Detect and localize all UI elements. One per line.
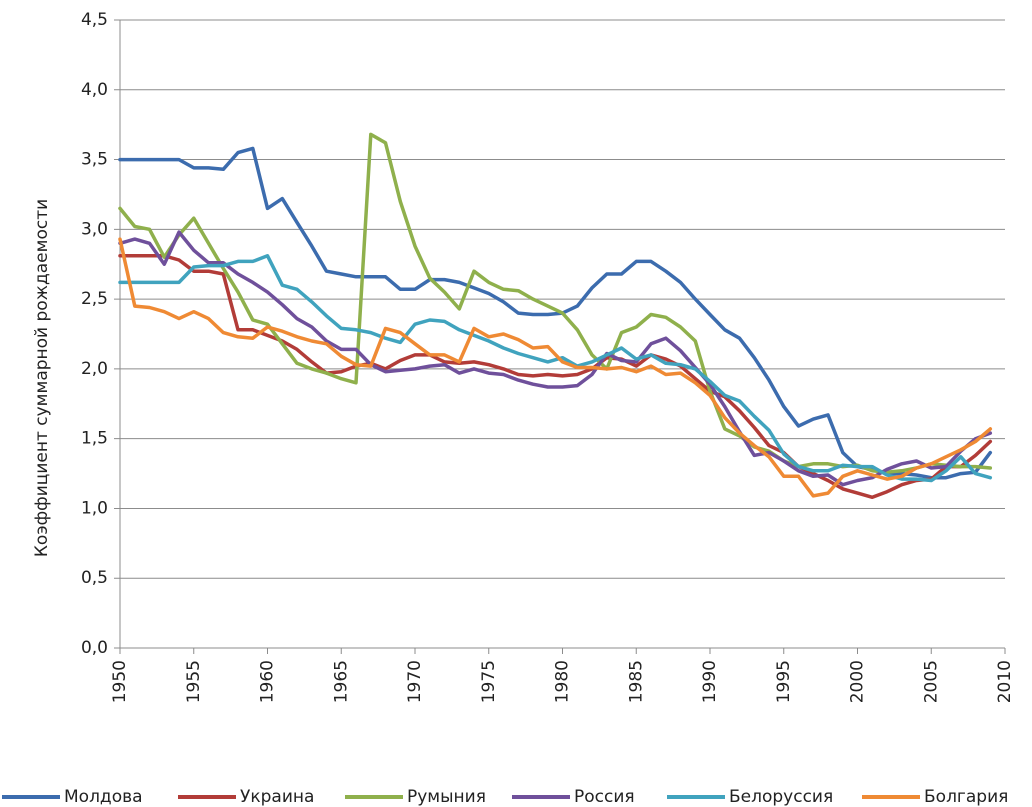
series-line <box>118 132 993 474</box>
y-tick-label: 4,0 <box>81 80 108 100</box>
y-tick-label: 0,5 <box>81 568 108 588</box>
legend-label: Белоруссия <box>729 787 833 807</box>
x-tick-label: 1990 <box>700 660 720 703</box>
x-tick-label: 1950 <box>110 660 130 703</box>
y-tick-label: 0,0 <box>81 638 108 658</box>
x-tick-label: 1985 <box>626 660 646 703</box>
y-tick-label: 1,5 <box>81 429 108 449</box>
x-tick-label: 2000 <box>848 660 868 703</box>
series-line <box>118 254 993 500</box>
x-tick-label: 1960 <box>258 660 278 703</box>
x-tick-label: 2005 <box>921 660 941 703</box>
y-tick-label: 2,5 <box>81 289 108 309</box>
y-tick-label: 3,0 <box>81 219 108 239</box>
x-tick-label: 1975 <box>479 660 499 703</box>
x-tick-label: 1995 <box>774 660 794 703</box>
legend-label: Украина <box>240 787 314 807</box>
legend-label: Молдова <box>64 787 143 807</box>
y-tick-label: 1,0 <box>81 498 108 518</box>
legend-label: Россия <box>574 787 635 807</box>
y-tick-label: 4,5 <box>81 10 108 30</box>
y-axis-label: Коэффициент суммарной рождаемости <box>32 199 52 557</box>
series-line <box>118 254 993 483</box>
y-tick-label: 2,0 <box>81 359 108 379</box>
series-line <box>118 237 993 498</box>
y-tick-label: 3,5 <box>81 150 108 170</box>
series-line <box>118 230 993 487</box>
x-tick-label: 1965 <box>331 660 351 703</box>
x-tick-label: 2010 <box>995 660 1015 703</box>
series-line <box>118 146 993 480</box>
x-tick-label: 1970 <box>405 660 425 703</box>
x-tick-label: 1980 <box>553 660 573 703</box>
x-tick-label: 1955 <box>184 660 204 703</box>
legend-label: Болгария <box>924 787 1008 807</box>
legend-label: Румыния <box>407 787 486 807</box>
